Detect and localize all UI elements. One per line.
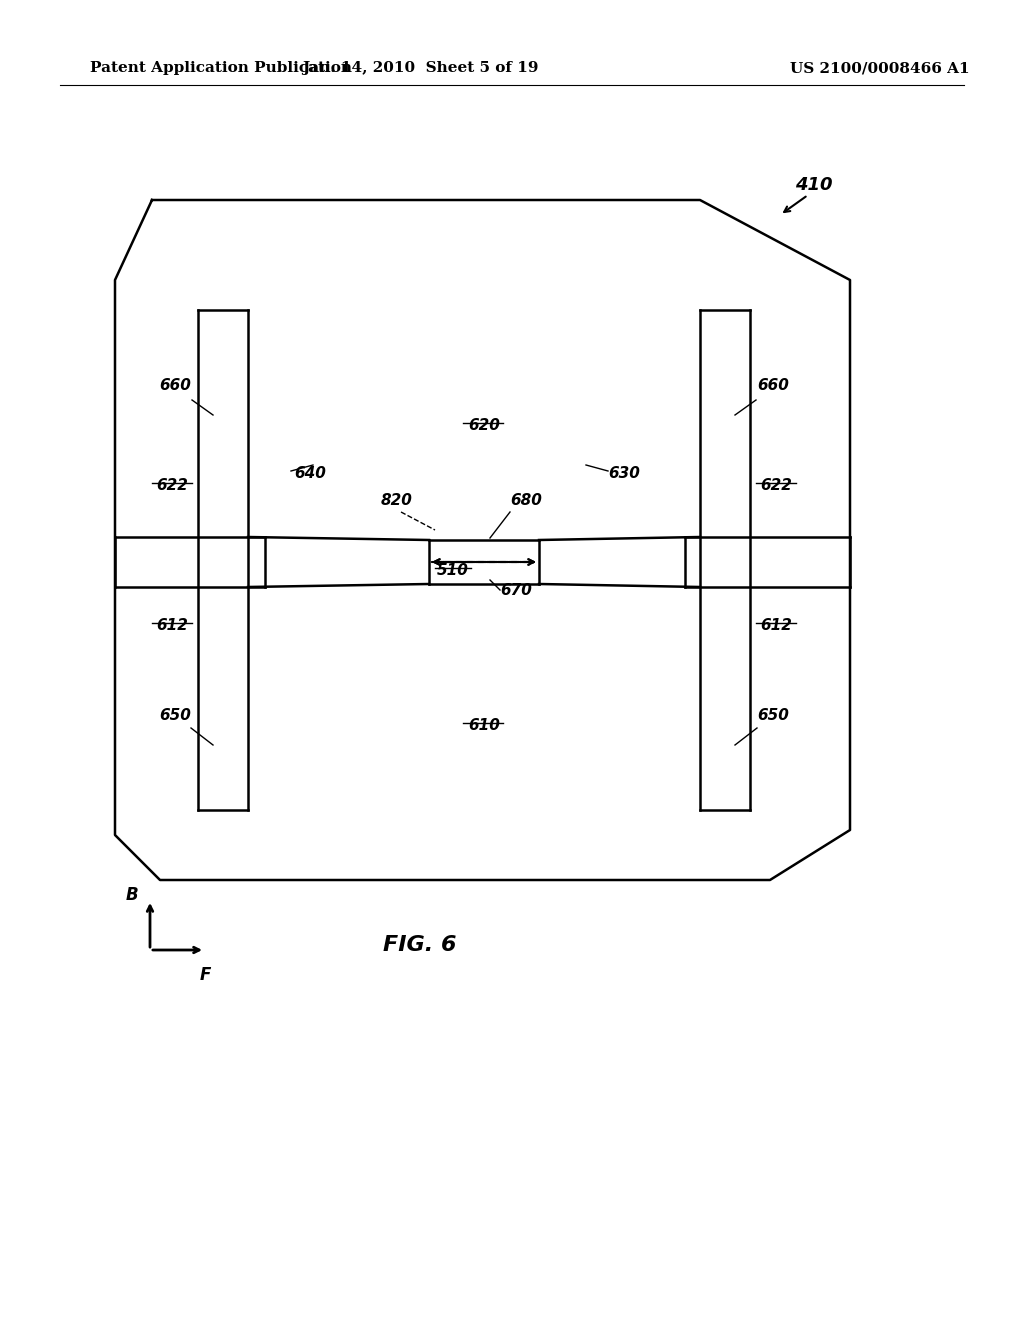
Text: 820: 820 (381, 492, 413, 508)
Text: 612: 612 (760, 618, 792, 634)
Text: FIG. 6: FIG. 6 (383, 935, 457, 954)
Text: 410: 410 (795, 176, 833, 194)
Text: 650: 650 (159, 708, 190, 723)
Text: 680: 680 (510, 492, 542, 508)
Text: 640: 640 (294, 466, 326, 480)
Text: B: B (126, 886, 138, 904)
Text: 620: 620 (468, 418, 500, 433)
Text: 612: 612 (156, 618, 188, 634)
Text: 622: 622 (156, 478, 188, 492)
Text: Jan. 14, 2010  Sheet 5 of 19: Jan. 14, 2010 Sheet 5 of 19 (302, 61, 539, 75)
Text: 650: 650 (757, 708, 788, 723)
Text: 660: 660 (757, 378, 788, 393)
Text: 622: 622 (760, 478, 792, 492)
Text: 630: 630 (608, 466, 640, 480)
Text: Patent Application Publication: Patent Application Publication (90, 61, 352, 75)
Text: 670: 670 (500, 583, 531, 598)
Text: 610: 610 (468, 718, 500, 733)
Text: 660: 660 (159, 378, 190, 393)
Text: 510: 510 (437, 564, 469, 578)
Text: F: F (200, 966, 211, 983)
Text: US 2100/0008466 A1: US 2100/0008466 A1 (790, 61, 970, 75)
